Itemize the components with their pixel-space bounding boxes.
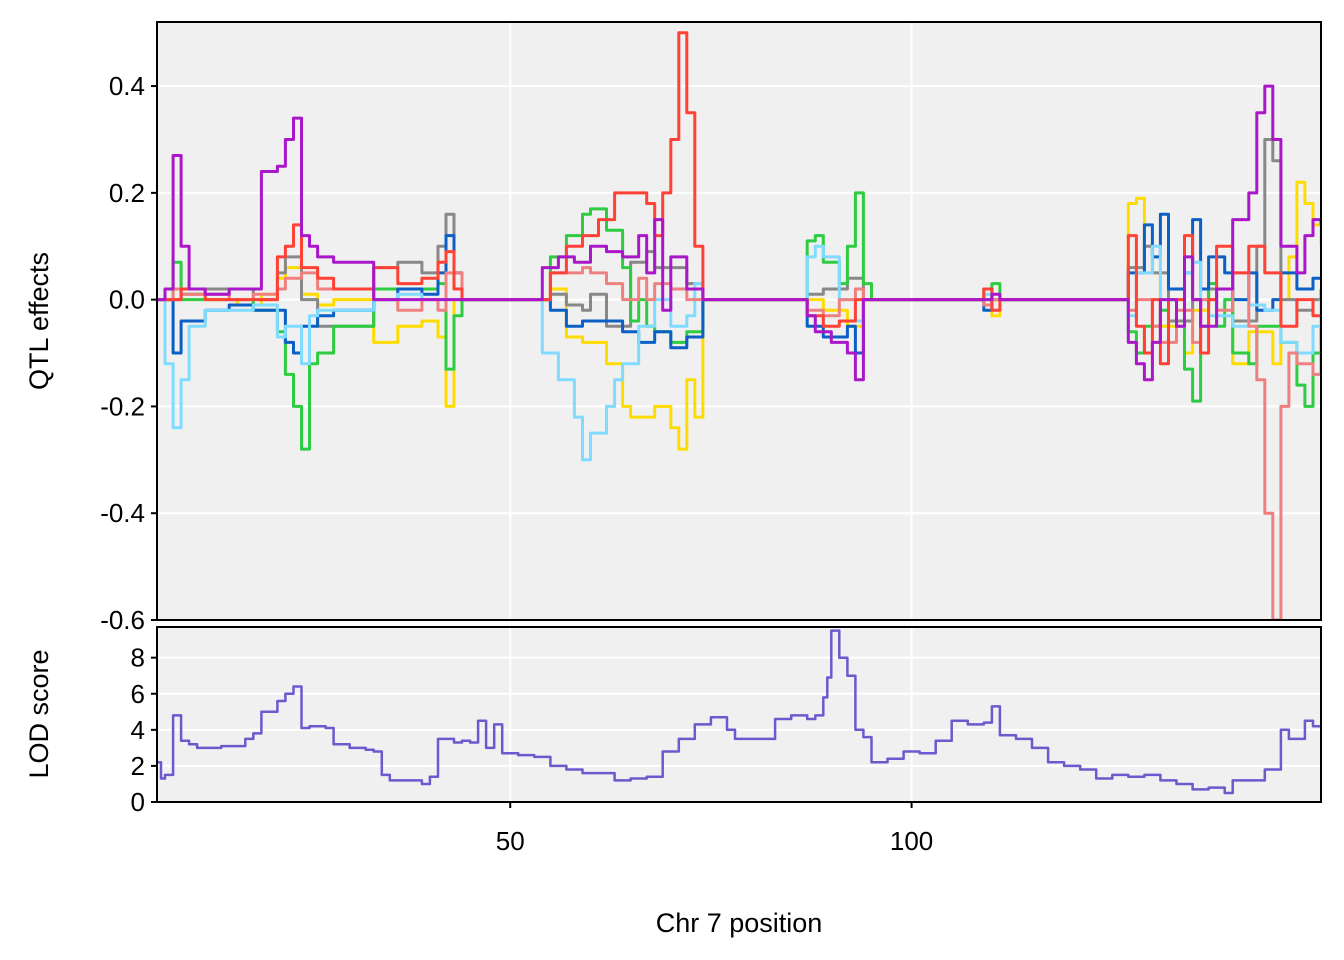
bottom-panel-y-axis-title: LOD score [24,649,54,778]
bottom-y-tick-label: 4 [131,715,145,745]
bottom-panel-series [157,629,1321,795]
bottom-panel-y-ticks: 0 2 4 6 8 [131,643,157,817]
top-y-tick-label: 0.2 [109,178,145,208]
top-series-line-3 [157,212,1321,355]
bottom-y-tick-label: 2 [131,751,145,781]
bottom-panel-x-ticks: 50 100 [496,802,933,856]
top-panel-frame [156,21,1322,621]
top-panel-background [157,22,1321,620]
top-series-line-7 [157,84,1321,382]
top-panel-y-ticks: -0.6 -0.4 -0.2 0.0 0.2 0.4 [100,71,157,635]
top-y-tick-label: 0.4 [109,71,145,101]
x-tick-label: 50 [496,826,525,856]
bottom-y-tick-label: 6 [131,679,145,709]
x-axis-title: Chr 7 position [656,908,823,938]
top-y-tick-label: 0.0 [109,285,145,315]
bottom-y-tick-label: 8 [131,643,145,673]
top-panel-y-axis-title: QTL effects [24,252,54,390]
top-y-tick-label: -0.4 [100,498,145,528]
bottom-panel-background [157,627,1321,802]
top-panel-series [157,31,1321,620]
top-y-tick-label: -0.2 [100,391,145,421]
bottom-panel-frame [156,626,1322,803]
bottom-series-line-0 [157,629,1321,795]
bottom-y-tick-label: 0 [131,787,145,817]
top-y-tick-label: -0.6 [100,605,145,635]
x-tick-label: 100 [890,826,933,856]
